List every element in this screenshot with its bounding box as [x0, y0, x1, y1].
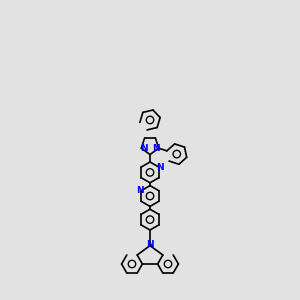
Text: N: N — [146, 240, 154, 249]
Text: N: N — [157, 163, 164, 172]
Text: N: N — [136, 186, 143, 195]
Text: N: N — [140, 144, 148, 153]
Text: N: N — [152, 144, 160, 153]
